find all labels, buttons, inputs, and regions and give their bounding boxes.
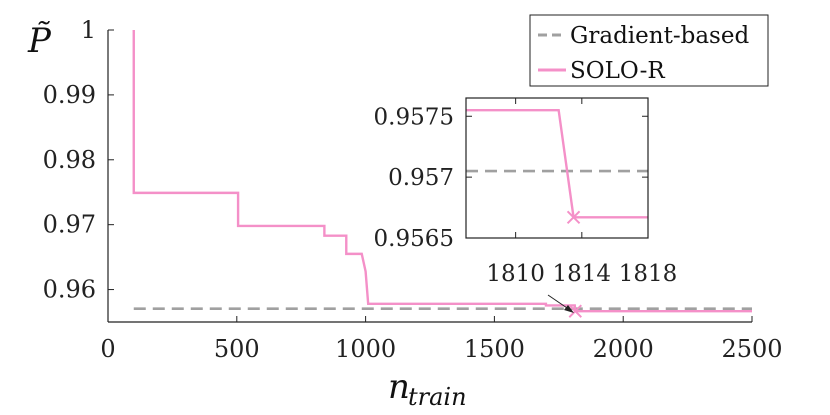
inset-x-tick-label: 1818 [619,261,678,287]
main-x-tick-label: 2000 [593,335,654,363]
legend-label-gradient-based: Gradient-based [570,23,749,49]
inset-frame [465,97,649,239]
main-y-tick-label: 0.98 [43,146,96,174]
inset-plot: 1810 1814 1818 0.9565 0.957 0.9575 [374,97,678,287]
main-plot: 0 500 1000 1500 2000 2500 0.96 0.97 0.98 0.99 1 [43,16,783,363]
inset-x-tick-label: 1810 [486,261,545,287]
inset-series-layer [466,108,648,225]
x-axis-label: n train [388,367,467,411]
inset-y-tick-label: 0.9575 [374,104,454,130]
inset-background [466,98,648,238]
main-series-layer [132,30,752,318]
inset-ticks: 1810 1814 1818 0.9565 0.957 0.9575 [374,98,678,287]
main-y-tick-label: 0.99 [43,81,96,109]
legend-label-solo-r: SOLO-R [570,58,665,84]
main-x-tick-label: 2500 [721,335,782,363]
svg-text:n: n [388,367,410,407]
main-x-tick-label: 1500 [464,335,525,363]
legend-box [529,14,769,87]
y-axis-label: P̃ [27,21,52,61]
main-x-tick-label: 1000 [335,335,396,363]
main-x-tick-label: 0 [100,335,115,363]
svg-text:train: train [408,383,467,411]
main-x-tick-label: 500 [214,335,260,363]
main-y-tick-label: 1 [81,16,96,44]
main-y-tick-label: 0.96 [43,276,96,304]
inset-y-tick-label: 0.957 [388,165,454,191]
legend: Gradient-based SOLO-R [529,14,769,87]
main-ticks: 0 500 1000 1500 2000 2500 0.96 0.97 0.98 0.99 1 [43,16,783,363]
inset-pointer-arrow [547,294,574,313]
main-y-tick-label: 0.97 [43,211,96,239]
inset-y-tick-label: 0.9565 [374,226,454,252]
main-marker-solo-r [568,304,582,318]
inset-x-tick-label: 1814 [553,261,612,287]
inset-series-solo-r [466,108,648,219]
inset-marker-solo-r [566,210,581,225]
main-series-solo-r [132,30,752,313]
